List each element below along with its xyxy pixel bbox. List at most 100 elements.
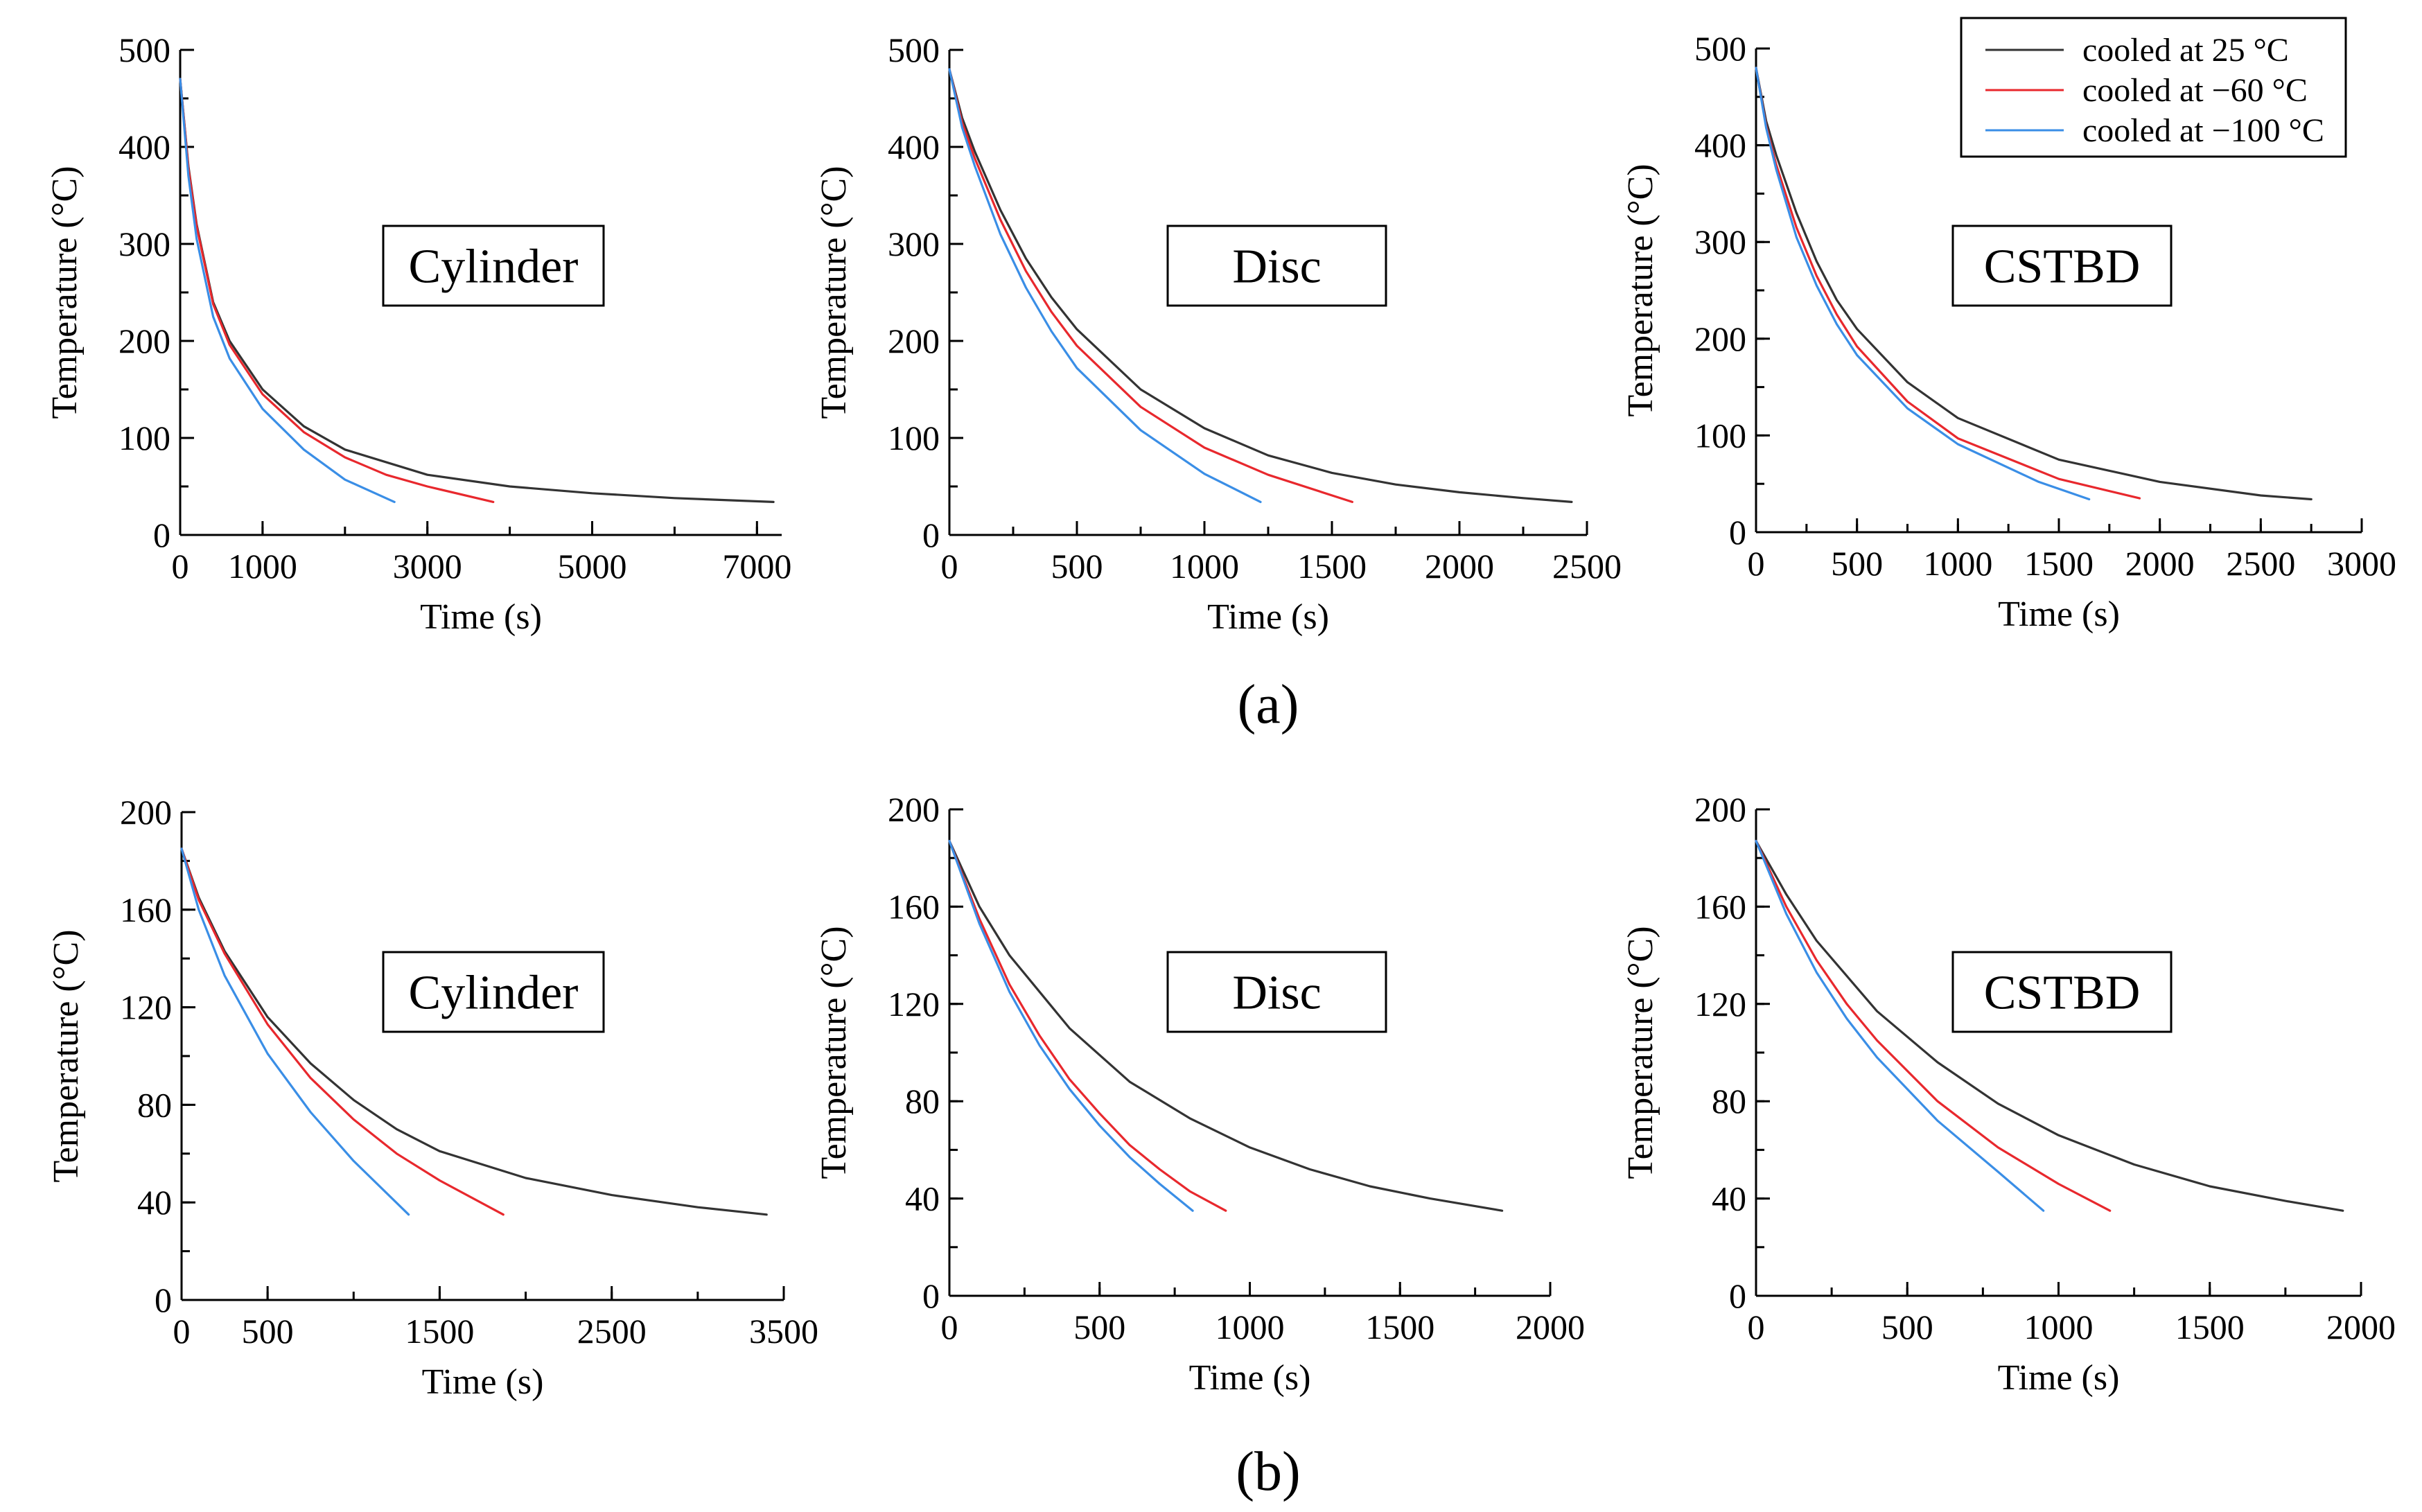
y-tick-label: 0 (155, 1281, 172, 1319)
x-tick-label: 500 (242, 1312, 294, 1351)
x-axis-label: Time (s) (1189, 1358, 1311, 1398)
y-tick-label: 400 (119, 128, 170, 166)
y-tick-label: 160 (1694, 887, 1746, 926)
y-tick-label: 80 (1712, 1082, 1746, 1120)
legend-label-m100: cooled at −100 °C (2082, 112, 2324, 149)
x-tick-label: 3500 (749, 1312, 818, 1351)
shape-label-box (1951, 225, 2173, 307)
chart-b-cstbd: 0 500 1000 1500 2000 0 40 80 120 160 200 Time (s) Te… (1621, 790, 2396, 1398)
series-line-m100 (1755, 839, 2045, 1212)
series-line-m60 (948, 839, 1227, 1212)
x-tick-label: 0 (1748, 544, 1765, 583)
y-tick-label: 160 (120, 890, 172, 929)
y-tick-label: 100 (888, 419, 940, 457)
y-tick-label: 200 (119, 322, 170, 360)
shape-label: Disc (1232, 240, 1321, 294)
x-tick-label: 0 (941, 547, 958, 586)
x-tick-label: 1500 (1297, 547, 1367, 586)
shape-label-box (382, 225, 605, 307)
y-tick-label: 500 (1694, 29, 1746, 68)
x-tick-label: 0 (1748, 1308, 1765, 1346)
series-line-m60 (1755, 839, 2112, 1212)
y-tick-label: 120 (120, 988, 172, 1027)
series-line-25 (1755, 839, 2344, 1212)
y-axis-label: Temperature (°C) (46, 929, 86, 1182)
x-tick-label: 2000 (2125, 544, 2195, 583)
x-tick-label: 1500 (2175, 1308, 2245, 1346)
y-tick-label: 200 (120, 793, 172, 832)
row-caption-a: (a) (1238, 674, 1299, 735)
y-tick-label: 300 (888, 225, 940, 263)
x-tick-label: 0 (941, 1308, 958, 1346)
series-line-m100 (948, 839, 1194, 1212)
y-tick-label: 200 (888, 322, 940, 360)
x-tick-label: 500 (1051, 547, 1103, 586)
shape-label: Disc (1232, 967, 1321, 1020)
x-axis-label: Time (s) (1998, 595, 2120, 634)
y-tick-label: 200 (1694, 790, 1746, 829)
x-tick-label: 3000 (2327, 544, 2396, 583)
x-tick-label: 500 (1881, 1308, 1933, 1346)
shape-label-box (382, 951, 605, 1033)
y-tick-label: 400 (888, 128, 940, 166)
x-axis-label: Time (s) (1207, 597, 1329, 637)
y-tick-label: 40 (137, 1183, 172, 1222)
x-tick-label: 1000 (1923, 544, 1992, 583)
x-tick-label: 1000 (2024, 1308, 2094, 1346)
series-line-m100 (179, 78, 396, 504)
x-tick-label: 1500 (405, 1312, 474, 1351)
x-tick-label: 1000 (1216, 1308, 1285, 1346)
shape-label-box (1166, 225, 1387, 307)
series-line-m60 (179, 78, 495, 504)
y-tick-label: 120 (1694, 985, 1746, 1023)
x-axis-label: Time (s) (1998, 1358, 2120, 1398)
legend: cooled at 25 °C cooled at −60 °C cooled … (1960, 17, 2347, 158)
series-line-25 (948, 839, 1504, 1212)
shape-label: CSTBD (1984, 240, 2141, 294)
y-tick-label: 0 (922, 1276, 940, 1315)
x-tick-label: 500 (1073, 1308, 1125, 1346)
x-tick-label: 1500 (1365, 1308, 1434, 1346)
x-tick-label: 0 (173, 1312, 191, 1351)
legend-label-25: cooled at 25 °C (2082, 32, 2289, 69)
x-tick-label: 2000 (2326, 1308, 2396, 1346)
x-axis-label: Time (s) (420, 597, 542, 637)
x-tick-label: 7000 (722, 547, 791, 586)
y-tick-label: 80 (905, 1082, 940, 1120)
x-tick-label: 2000 (1516, 1308, 1585, 1346)
y-tick-label: 200 (1694, 319, 1746, 358)
series-line-25 (948, 68, 1573, 504)
y-axis-label: Temperature (°C) (814, 926, 854, 1179)
shape-label: CSTBD (1984, 967, 2141, 1020)
y-tick-label: 0 (1729, 1276, 1746, 1315)
series-line-m60 (948, 68, 1354, 504)
series-line-m60 (180, 847, 504, 1216)
x-tick-label: 5000 (558, 547, 627, 586)
series-line-m100 (1755, 67, 2091, 501)
shape-label: Cylinder (409, 967, 579, 1020)
y-tick-label: 100 (1694, 416, 1746, 455)
x-axis-label: Time (s) (422, 1362, 544, 1402)
row-caption-b: (b) (1236, 1441, 1300, 1502)
y-axis-label: Temperature (°C) (45, 166, 85, 419)
chart-a-disc: 0 500 1000 1500 2000 2500 0 100 200 300 400 500 Time… (814, 30, 1622, 637)
y-tick-label: 0 (153, 516, 170, 554)
y-axis-label: Temperature (°C) (1621, 164, 1660, 416)
y-tick-label: 160 (888, 887, 940, 926)
x-tick-label: 2500 (2226, 544, 2295, 583)
series-line-25 (1755, 67, 2313, 501)
y-axis-label: Temperature (°C) (814, 166, 854, 419)
series-line-m100 (180, 847, 410, 1216)
y-tick-label: 120 (888, 985, 940, 1023)
shape-label-box (1166, 951, 1387, 1033)
shape-label-box (1951, 951, 2173, 1033)
x-tick-label: 1000 (1170, 547, 1239, 586)
x-tick-label: 2000 (1425, 547, 1494, 586)
y-tick-label: 0 (922, 516, 940, 554)
x-tick-label: 0 (172, 547, 189, 586)
y-tick-label: 100 (119, 419, 170, 457)
chart-b-disc: 0 500 1000 1500 2000 0 40 80 120 160 200 Time (s) Te… (814, 790, 1585, 1398)
x-tick-label: 2500 (1552, 547, 1622, 586)
